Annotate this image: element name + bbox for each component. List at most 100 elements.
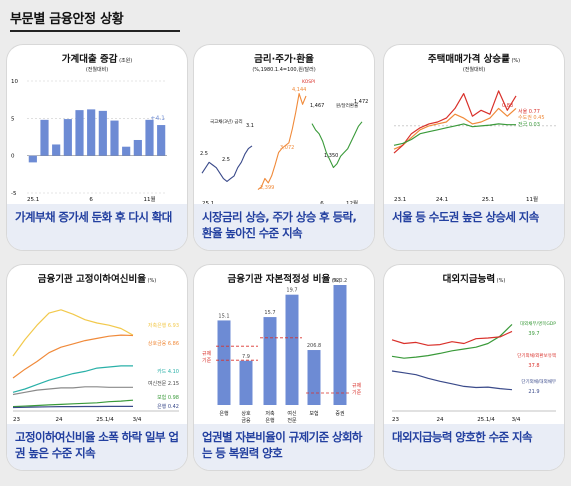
- card-housing-prices: 주택매매가격 상승률 (%) (전월대비) 수도권 0.45 서울 0.77 전국 0.…: [384, 45, 564, 250]
- bar: [263, 317, 277, 405]
- x-tick-label: 24: [56, 417, 63, 423]
- x-tick-label: 저축: [265, 410, 275, 417]
- x-tick-label: 상호: [241, 410, 251, 417]
- bar: [239, 360, 253, 405]
- data-label-fx-end: 1,472: [354, 99, 368, 105]
- series-label-fx: 원/달러환율: [336, 102, 358, 109]
- caption-band: [194, 204, 374, 250]
- x-tick-label: 25.1: [27, 197, 39, 203]
- x-tick-label: 12월: [346, 199, 358, 207]
- chart-title-unit: (%): [510, 58, 520, 64]
- chart-title: 금융기관 자본적정성 비율 (%): [227, 273, 340, 285]
- series-line-capital-area: [393, 107, 517, 150]
- series-line-mutual-finance: [12, 334, 134, 379]
- series-end-label: 39.7: [528, 331, 539, 337]
- series-label: 단기외채/외환보유액: [517, 352, 556, 359]
- x-tick-label: 25.1/4: [96, 417, 114, 423]
- chart-title: 금융기관 고정이하여신비율 (%): [38, 273, 156, 285]
- x-tick-label: 24.1: [436, 197, 448, 203]
- chart-title-unit: (%): [495, 278, 505, 284]
- bar: [52, 144, 61, 156]
- chart-title-unit: (조원): [118, 57, 133, 64]
- data-label-kospi-end: 4,144: [292, 87, 306, 93]
- series-end-label: 카드 4.10: [157, 368, 179, 375]
- series-line-credit-specialized: [12, 386, 133, 396]
- caption-band: [384, 424, 564, 470]
- card-household-loans: 가계대출 증감 (조원) (전월대비) 10 5 0 -5 +4.1 25.1 6 11월 가계부…: [7, 45, 187, 250]
- bar: [285, 294, 299, 405]
- x-tick-label: 증권: [335, 410, 345, 417]
- data-label: 15.7: [264, 310, 275, 316]
- bar: [122, 146, 131, 156]
- caption-external-payment: 대외지급능력 양호한 수준 지속: [392, 430, 533, 444]
- caption-household-loans: 가계부채 증가세 둔화 후 다시 확대: [15, 210, 172, 224]
- bar: [110, 120, 119, 156]
- x-tick-label: 23: [13, 417, 20, 423]
- household-loans-chart: 가계대출 증감 (조원)(전월대비) 10 5 0 -5 +4.1 25.1 6 11월: [11, 53, 167, 203]
- caption-capital-adequacy: 업권별 자본비율이 규제기준 상회하는 등 복원력 양호: [202, 430, 363, 460]
- caption-band: [384, 204, 564, 250]
- data-label-rate-start: 2.5: [200, 151, 208, 157]
- data-label: 7.9: [242, 354, 250, 360]
- caption-rates-stocks-fx: 시장금리 상승, 주가 상승 후 등락, 환율 높아진 수준 지속: [202, 210, 357, 240]
- data-label: 15.1: [218, 313, 229, 319]
- series-line-bank: [12, 405, 133, 409]
- series-end-label: 상호금융 6.86: [148, 340, 179, 347]
- series-end-label: 은행 0.42: [157, 403, 179, 410]
- series-end-label: 21.9: [528, 389, 539, 395]
- caption-band: [7, 204, 187, 250]
- data-label: 920.2: [333, 278, 347, 284]
- series-line-nation: [393, 123, 516, 146]
- x-tick-label: 11월: [143, 195, 155, 203]
- chart-title-unit: (%): [146, 278, 156, 284]
- page-title: 부문별 금융안정 상황: [10, 12, 124, 27]
- chart-title-unit: (%): [330, 278, 340, 284]
- caption-housing-prices: 서울 등 수도권 높은 상승세 지속: [392, 210, 539, 224]
- x-tick-label: 은행: [219, 410, 229, 417]
- data-label-last: +4.1: [150, 115, 165, 122]
- chart-subtitle: (%,1980.1.4=100,원/달러): [252, 66, 315, 73]
- series-end-label: 저축은행 6.93: [148, 322, 179, 329]
- x-tick-label: 전문: [287, 417, 297, 424]
- x-tick-label: 11월: [526, 195, 538, 203]
- capital-adequacy-chart: 금융기관 자본적정성 비율 (%)15.1은행7.9상호금융15.7저축은행19…: [202, 273, 362, 424]
- caption-band: [194, 424, 374, 470]
- chart-title: 대외지급능력 (%): [443, 273, 506, 285]
- title-rule: [10, 30, 180, 32]
- y-tick-label: 10: [11, 79, 18, 85]
- x-tick-label: 3/4: [512, 417, 521, 423]
- caption-band: [7, 424, 187, 470]
- bar: [307, 350, 321, 405]
- card-capital-adequacy: 금융기관 자본적정성 비율 (%) 15.1 은행 7.9 상호 금융 15.7 저축 은행 19…: [194, 265, 374, 470]
- x-tick-label: 23: [392, 417, 399, 423]
- data-label-kospi-start: 2,399: [260, 185, 274, 191]
- x-tick-label: 23.1: [394, 197, 406, 203]
- y-tick-label: 5: [11, 116, 15, 122]
- x-tick-label: 3/4: [133, 417, 142, 423]
- series-line-external-debt-gdp: [391, 323, 513, 359]
- bar: [63, 119, 72, 156]
- series-label: 대외채무/명목GDP: [520, 320, 556, 327]
- x-tick-label: 25.1: [482, 197, 494, 203]
- bar: [87, 109, 96, 156]
- caption-npl-ratio: 고정이하여신비율 소폭 하락 일부 업권 높은 수준 지속: [15, 430, 179, 460]
- card-rates-stocks-fx: 금리·주가·환율 (%,1980.1.4=100,원/달러) 국고채(3년) 금리 2…: [194, 45, 374, 250]
- series-label-kospi: KOSPI: [302, 79, 315, 85]
- data-label: 19.7: [286, 288, 297, 294]
- data-label-rate-end: 3.1: [246, 123, 254, 129]
- bar: [40, 119, 49, 156]
- reference-label: 규제: [352, 382, 362, 389]
- series-end-label: 여신전문 2.15: [148, 380, 179, 387]
- card-npl-ratio: 금융기관 고정이하여신비율 (%) 저축은행 6.93 상호금융 6.86 카드 4.…: [7, 265, 187, 470]
- series-label: 단기외채/대외채무: [521, 378, 556, 385]
- data-label-fx-start: 1,467: [310, 103, 324, 109]
- bar: [333, 285, 347, 405]
- external-payment-chart: 대외지급능력 (%) 대외채무/명목GDP 39.7 단기외채/외환보유액 37.8 단기…: [391, 273, 556, 423]
- x-tick-label: 6: [89, 197, 93, 203]
- chart-subtitle: (전월대비): [463, 66, 485, 73]
- chart-subtitle: (전월대비): [86, 66, 108, 73]
- y-tick-label: 0: [11, 154, 15, 160]
- reference-label: 기준: [352, 389, 362, 396]
- bar: [157, 125, 166, 156]
